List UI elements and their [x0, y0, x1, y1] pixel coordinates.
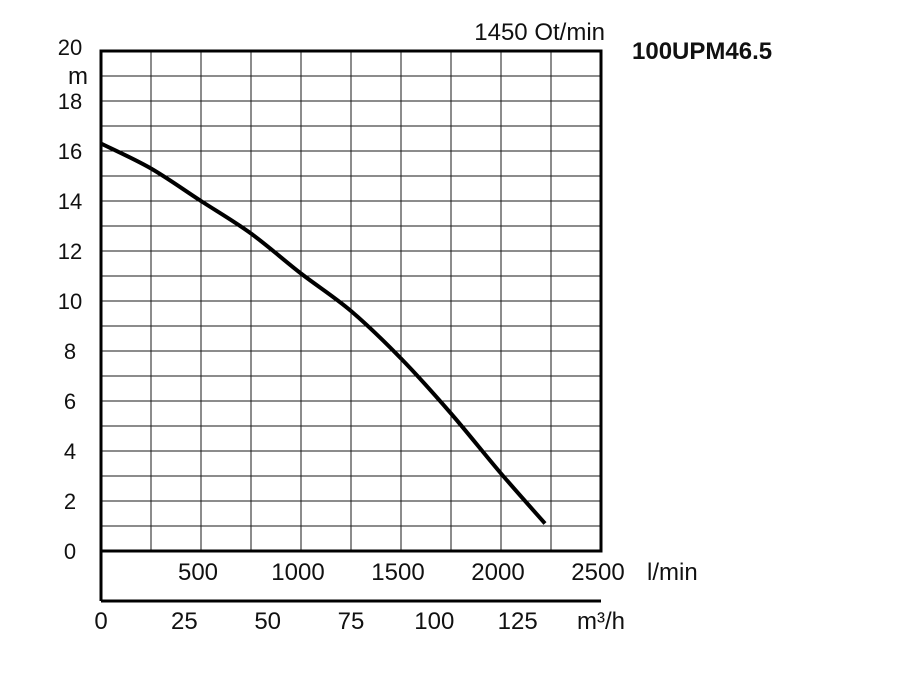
- plot-frame: [99, 49, 603, 603]
- x-secondary-tick-label: 100: [414, 608, 454, 635]
- y-tick-label: 16: [58, 139, 82, 164]
- x-secondary-tick-label: 50: [254, 608, 281, 635]
- x-primary-unit: l/min: [647, 559, 698, 586]
- x-primary-tick-label: 1500: [371, 559, 424, 586]
- y-tick-label: 20: [58, 35, 82, 60]
- x-primary-tick-label: 500: [178, 559, 218, 586]
- x-secondary-tick-label: 25: [171, 608, 198, 635]
- y-tick-label: 18: [58, 89, 82, 114]
- x-primary-tick-label: 1000: [271, 559, 324, 586]
- y-tick-labels: 0 2 4 6 8 10 12 14 16 18 20: [58, 35, 82, 564]
- y-tick-label: 6: [64, 389, 76, 414]
- y-axis-unit: m: [68, 63, 88, 90]
- x-primary-tick-label: 2500: [571, 559, 624, 586]
- x-secondary-tick-label: 75: [338, 608, 365, 635]
- pump-performance-curve: [100, 141, 547, 525]
- y-tick-label: 8: [64, 339, 76, 364]
- x-primary-tick-labels: 500 1000 1500 2000 2500: [178, 559, 625, 586]
- x-secondary-tick-labels: 0 25 50 75 100 125: [94, 608, 537, 635]
- curve-layer: [100, 141, 547, 525]
- plot-border: [99, 49, 603, 553]
- y-tick-label: 2: [64, 489, 76, 514]
- x-primary-tick-label: 2000: [471, 559, 524, 586]
- chart-title: 100UPM46.5: [632, 38, 772, 65]
- y-tick-label: 0: [64, 539, 76, 564]
- y-tick-label: 14: [58, 189, 82, 214]
- y-tick-label: 10: [58, 289, 82, 314]
- y-tick-label: 12: [58, 239, 82, 264]
- x-secondary-unit: m³/h: [577, 608, 625, 635]
- grid: [101, 51, 601, 551]
- x-secondary-tick-label: 0: [94, 608, 107, 635]
- subtitle-speed: 1450 Ot/min: [474, 19, 605, 46]
- x-secondary-tick-label: 125: [498, 608, 538, 635]
- y-tick-label: 4: [64, 439, 76, 464]
